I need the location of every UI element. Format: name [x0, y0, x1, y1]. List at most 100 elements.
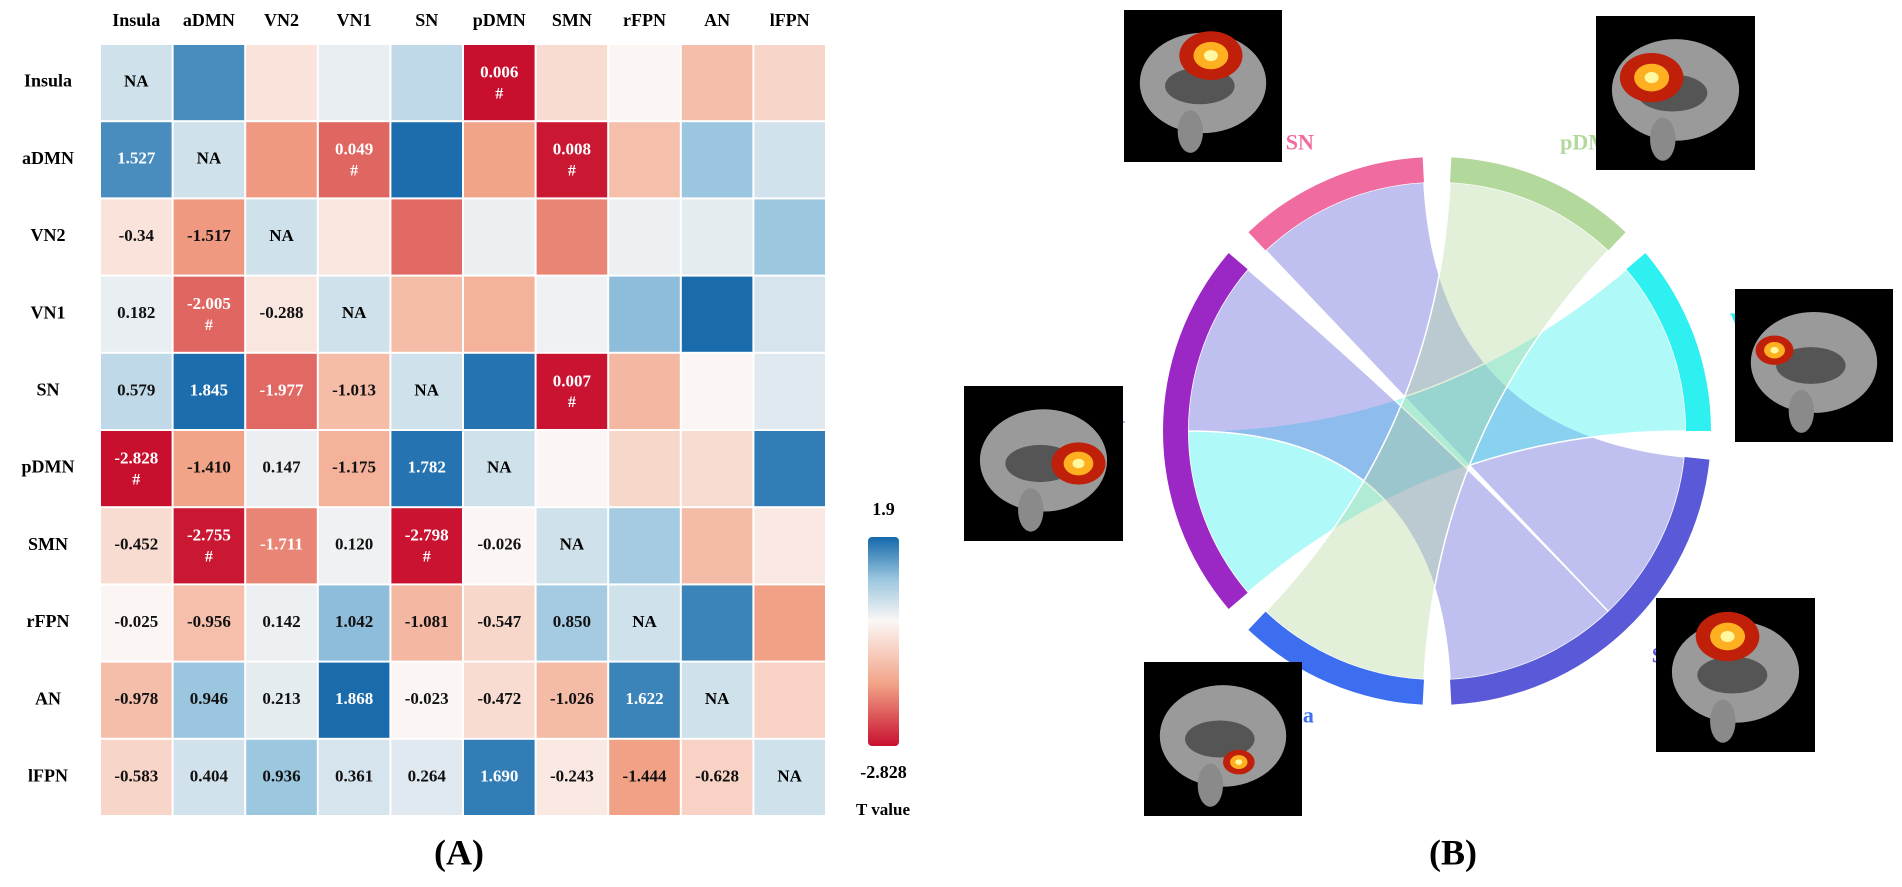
- cell-label: -0.34: [119, 226, 155, 245]
- cell-label: NA: [632, 612, 657, 631]
- row-label: lFPN: [28, 766, 68, 786]
- cell: [101, 585, 172, 661]
- cell: [681, 585, 753, 661]
- cell: [754, 585, 825, 661]
- cell-label: 0.850: [553, 612, 591, 631]
- p-value-label: 0.049: [335, 140, 373, 159]
- cell-label: 1.845: [190, 380, 228, 399]
- cell-label: -2.798: [405, 526, 449, 545]
- cell: [536, 276, 608, 352]
- cell: [754, 353, 825, 429]
- cell-label: NA: [777, 766, 802, 785]
- node-arc: [1248, 157, 1424, 251]
- cell-label: -1.977: [260, 380, 304, 399]
- cell: [536, 431, 608, 507]
- colorbar-tick-label: 1.9: [872, 499, 895, 519]
- cell: [318, 508, 390, 584]
- cell-label: -0.547: [477, 612, 521, 631]
- cell: [246, 585, 317, 661]
- brain-image: [964, 386, 1123, 541]
- cell: [609, 45, 680, 121]
- brainstem: [1788, 389, 1814, 433]
- diagonal-cell: [464, 431, 535, 507]
- significance-marker: #: [132, 471, 140, 488]
- brainstem: [1197, 763, 1223, 807]
- cell-label: -1.711: [260, 535, 303, 554]
- cell-label: 0.120: [335, 535, 373, 554]
- diagonal-cell: [246, 199, 317, 275]
- significance-marker: #: [495, 85, 503, 102]
- diagonal-cell: [318, 276, 390, 352]
- diagonal-cell: [173, 122, 245, 198]
- cell-label: 0.361: [335, 766, 373, 785]
- activation-peak: [1072, 458, 1085, 469]
- cell: [246, 739, 317, 815]
- cell: [681, 508, 753, 584]
- significance-marker: #: [568, 394, 576, 411]
- cell: [173, 431, 245, 507]
- cell-label: 1.042: [335, 612, 373, 631]
- cell: [464, 739, 535, 815]
- cell-label: NA: [342, 303, 367, 322]
- row-label: rFPN: [27, 611, 70, 631]
- cell-label: -1.410: [187, 458, 231, 477]
- row-label: pDMN: [22, 457, 75, 477]
- significance-marker: #: [568, 162, 576, 179]
- colorbar: [868, 537, 899, 746]
- brain-image: [1735, 289, 1893, 442]
- cell-label: NA: [705, 689, 730, 708]
- cell: [318, 662, 390, 738]
- brainstem: [1018, 488, 1044, 532]
- cell: [101, 662, 172, 738]
- activation-peak: [1644, 72, 1659, 84]
- cell-label: -0.288: [260, 303, 304, 322]
- cell: [609, 662, 680, 738]
- column-label: lFPN: [770, 10, 810, 30]
- chord: [1187, 268, 1687, 594]
- cell: [101, 199, 172, 275]
- cell: [536, 353, 608, 429]
- node-arc: [1248, 611, 1424, 705]
- chord: [1187, 268, 1610, 681]
- cell: [173, 199, 245, 275]
- cell-label: 1.690: [480, 766, 518, 785]
- row-label: SN: [36, 380, 59, 400]
- significance-marker: #: [423, 548, 431, 565]
- cell: [173, 276, 245, 352]
- p-value-label: 0.006: [480, 63, 518, 82]
- cell-label: -1.026: [550, 689, 594, 708]
- cell: [609, 353, 680, 429]
- cell: [754, 662, 825, 738]
- cell: [246, 353, 317, 429]
- cell-label: -0.243: [550, 766, 594, 785]
- row-label: VN2: [31, 225, 66, 245]
- node-arc: [1163, 253, 1248, 609]
- cell: [391, 45, 462, 121]
- cell-label: 0.946: [190, 689, 228, 708]
- cell: [391, 276, 462, 352]
- row-label: VN1: [31, 302, 66, 322]
- cell-label: 0.264: [408, 766, 447, 785]
- cell: [609, 122, 680, 198]
- cell: [173, 508, 245, 584]
- cell-label: -0.026: [477, 535, 521, 554]
- cell: [609, 199, 680, 275]
- cell-label: 1.622: [625, 689, 663, 708]
- cell-label: -2.828: [114, 449, 158, 468]
- node-arc: [1450, 157, 1626, 251]
- cell: [101, 431, 172, 507]
- brain-image: [1124, 10, 1282, 162]
- node-label: SN: [1286, 129, 1314, 154]
- cell-label: 0.579: [117, 380, 155, 399]
- cell: [318, 585, 390, 661]
- cell: [754, 508, 825, 584]
- cell: [464, 276, 535, 352]
- significance-marker: #: [205, 317, 213, 334]
- cell-label: NA: [124, 72, 149, 91]
- cell: [681, 739, 753, 815]
- cell-label: 1.527: [117, 149, 156, 168]
- diagonal-cell: [754, 739, 825, 815]
- cell: [681, 353, 753, 429]
- column-label: SN: [415, 10, 438, 30]
